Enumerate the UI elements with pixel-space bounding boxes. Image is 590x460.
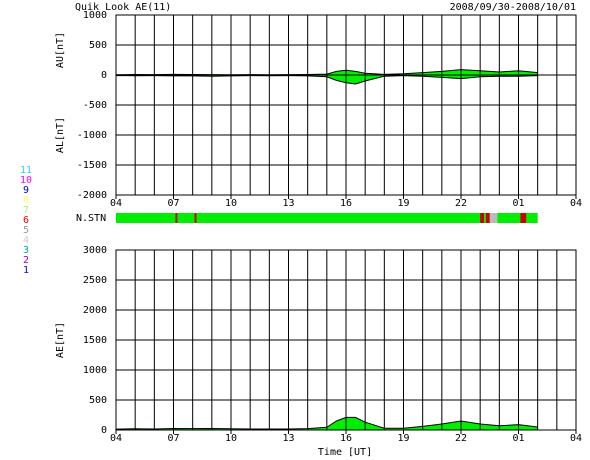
chart-title: Quik Look AE(11)	[75, 2, 171, 13]
x-tick-label: 16	[340, 198, 352, 209]
x-tick-label: 13	[282, 198, 294, 209]
y-axis-label: AL[nT]	[55, 117, 66, 153]
plot-frame	[115, 14, 577, 196]
x-tick-label: 04	[110, 433, 122, 444]
station-segment	[485, 213, 490, 223]
area	[116, 417, 538, 430]
station-segment	[480, 213, 484, 223]
x-tick-label: 07	[167, 433, 179, 444]
chart-subtitle: 2008/09/30-2008/10/01	[450, 2, 576, 13]
y-tick-label: 500	[89, 40, 107, 51]
legend-label: 11	[20, 165, 32, 176]
legend-label: 7	[23, 205, 29, 216]
legend-label: 9	[23, 185, 29, 196]
x-axis-label: Time [UT]	[318, 447, 372, 458]
x-tick-label: 10	[225, 198, 237, 209]
y-tick-label: 1500	[83, 335, 107, 346]
y-tick-label: -500	[83, 100, 107, 111]
strip-label: N.STN	[76, 213, 106, 224]
x-tick-label: 19	[397, 433, 409, 444]
x-tick-label: 04	[570, 198, 582, 209]
station-segment	[175, 213, 178, 223]
legend-label: 1	[23, 265, 29, 276]
x-tick-label: 10	[225, 433, 237, 444]
x-tick-label: 13	[282, 433, 294, 444]
legend-label: 8	[23, 195, 29, 206]
station-segment	[489, 213, 498, 223]
y-tick-label: 0	[101, 425, 107, 436]
x-tick-label: 16	[340, 433, 352, 444]
y-tick-label: 2500	[83, 275, 107, 286]
y-tick-label: -1000	[77, 130, 107, 141]
x-tick-label: 04	[110, 198, 122, 209]
area	[116, 69, 538, 75]
y-tick-label: 1000	[83, 10, 107, 21]
y-tick-label: -2000	[77, 190, 107, 201]
x-tick-label: 04	[570, 433, 582, 444]
x-tick-label: 01	[512, 198, 524, 209]
station-segment	[194, 213, 197, 223]
station-segment	[116, 213, 538, 223]
legend-label: 4	[23, 235, 29, 246]
station-segment	[520, 213, 527, 223]
y-tick-label: -1500	[77, 160, 107, 171]
y-tick-label: 3000	[83, 245, 107, 256]
y-tick-label: 1000	[83, 365, 107, 376]
x-tick-label: 01	[512, 433, 524, 444]
x-tick-label: 07	[167, 198, 179, 209]
x-tick-label: 19	[397, 198, 409, 209]
y-tick-label: 500	[89, 395, 107, 406]
y-axis-label: AU[nT]	[55, 32, 66, 68]
legend-label: 6	[23, 215, 29, 226]
y-axis-label: AE[nT]	[55, 322, 66, 358]
y-tick-label: 0	[101, 70, 107, 81]
legend-label: 10	[20, 175, 32, 186]
legend-label: 3	[23, 245, 29, 256]
x-tick-label: 22	[455, 433, 467, 444]
plot-frame	[115, 249, 577, 431]
legend-label: 5	[23, 225, 29, 236]
x-tick-label: 22	[455, 198, 467, 209]
legend-label: 2	[23, 255, 29, 266]
y-tick-label: 2000	[83, 305, 107, 316]
